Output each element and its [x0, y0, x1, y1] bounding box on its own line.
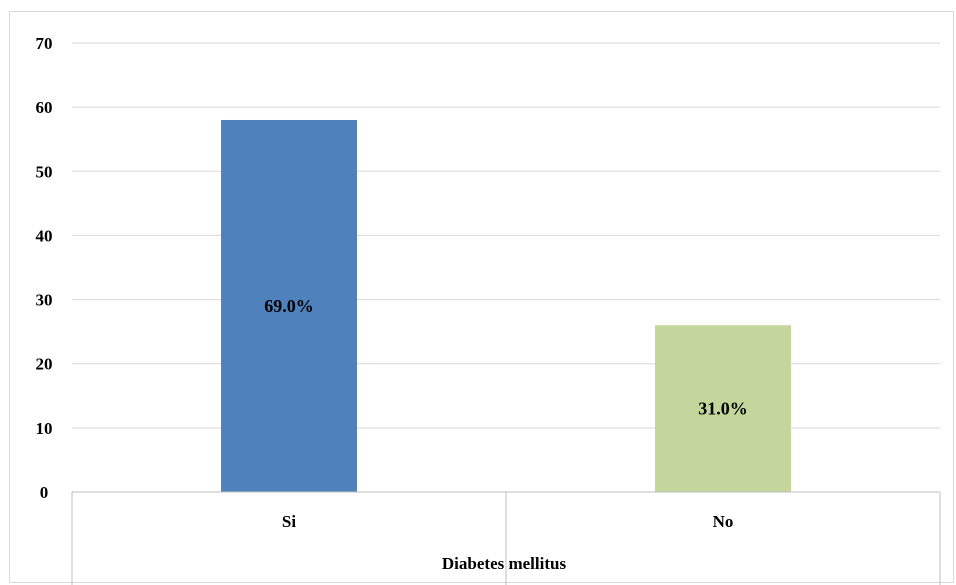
y-tick-label: 0 — [40, 483, 49, 502]
bar-no — [655, 325, 791, 492]
bar-data-label: 69.0% — [264, 296, 314, 316]
y-axis-ticks: 0 10 20 30 40 50 60 70 — [36, 34, 53, 502]
bar-si — [221, 119, 357, 492]
x-axis-title: Diabetes mellitus — [442, 554, 567, 573]
y-tick-label: 70 — [36, 34, 53, 53]
x-category-label: Si — [282, 512, 296, 531]
y-tick-label: 20 — [36, 355, 53, 374]
gridlines — [72, 42, 940, 429]
y-tick-label: 50 — [36, 162, 53, 181]
y-tick-label: 40 — [36, 226, 53, 245]
bar-data-labels: 69.0% 31.0% — [264, 296, 748, 419]
bar-data-label: 31.0% — [698, 399, 748, 419]
bars — [221, 119, 791, 492]
y-tick-label: 60 — [36, 98, 53, 117]
y-tick-label: 10 — [36, 419, 53, 438]
chart-frame — [9, 11, 954, 583]
x-axis: Si No — [71, 491, 941, 585]
x-category-label: No — [713, 512, 734, 531]
y-tick-label: 30 — [36, 291, 53, 310]
